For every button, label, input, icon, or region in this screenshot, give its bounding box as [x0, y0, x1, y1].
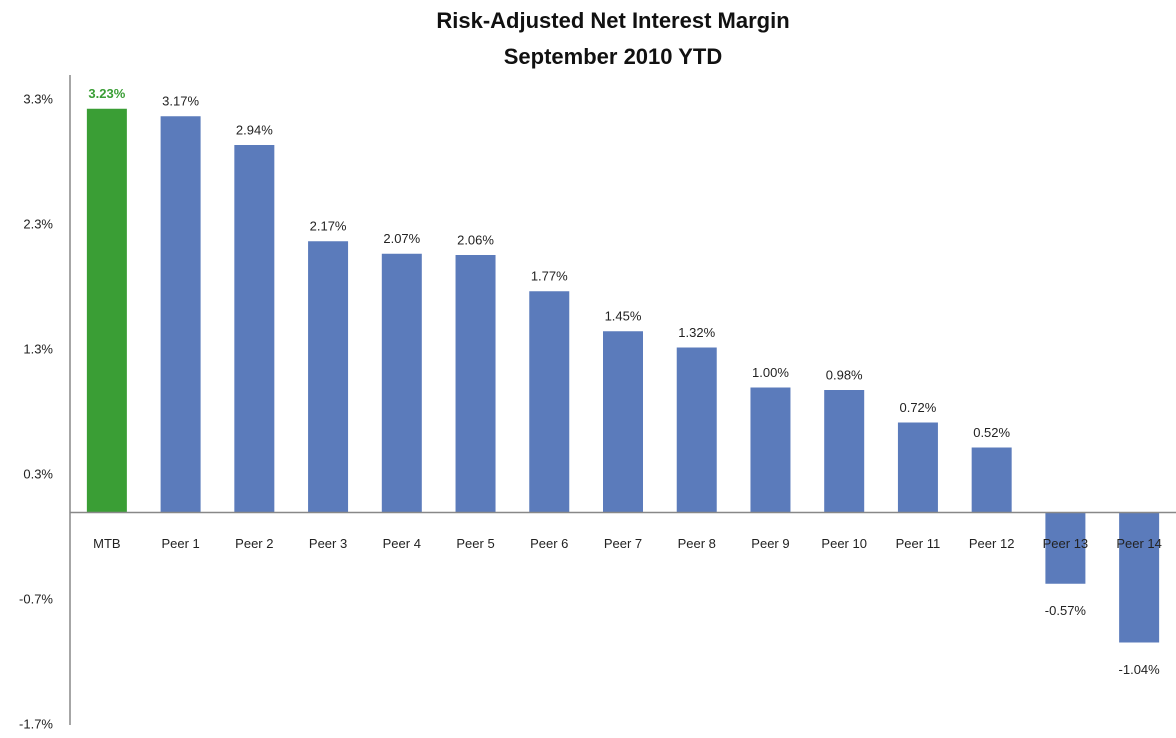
bar: [1119, 512, 1160, 643]
x-tick-label: Peer 13: [1043, 536, 1089, 551]
data-label: 3.17%: [162, 94, 199, 109]
chart-subtitle: September 2010 YTD: [504, 44, 722, 69]
bar: [455, 255, 496, 513]
x-tick-label: Peer 10: [821, 536, 867, 551]
bar: [529, 291, 570, 513]
chart-title: Risk-Adjusted Net Interest Margin: [436, 8, 789, 33]
bar: [381, 253, 422, 513]
x-tick-label: MTB: [93, 536, 120, 551]
bar: [676, 347, 717, 513]
bar: [308, 241, 349, 513]
x-tick-label: Peer 4: [383, 536, 421, 551]
data-label: 1.45%: [605, 309, 642, 324]
data-label: 1.00%: [752, 365, 789, 380]
y-tick-label: -1.7%: [19, 716, 53, 731]
data-label: 1.32%: [678, 325, 715, 340]
x-tick-label: Peer 5: [456, 536, 494, 551]
bar: [86, 108, 127, 513]
y-tick-label: -0.7%: [19, 591, 53, 606]
data-label: 0.72%: [899, 400, 936, 415]
bar: [160, 116, 201, 513]
x-tick-label: Peer 2: [235, 536, 273, 551]
x-tick-label: Peer 6: [530, 536, 568, 551]
bar: [971, 447, 1012, 513]
data-label: 3.23%: [88, 86, 125, 101]
x-tick-label: Peer 9: [751, 536, 789, 551]
x-tick-label: Peer 12: [969, 536, 1015, 551]
x-tick-label: Peer 7: [604, 536, 642, 551]
data-label: 0.52%: [973, 425, 1010, 440]
bar: [1045, 512, 1086, 584]
data-label: 2.17%: [310, 219, 347, 234]
bar: [750, 387, 791, 513]
data-label: 0.98%: [826, 367, 863, 382]
y-tick-label: 1.3%: [23, 341, 53, 356]
x-tick-label: Peer 11: [896, 536, 941, 551]
x-tick-label: Peer 8: [678, 536, 716, 551]
bar: [897, 422, 938, 513]
y-tick-label: 2.3%: [23, 216, 53, 231]
data-label: 1.77%: [531, 269, 568, 284]
y-tick-label: 0.3%: [23, 466, 53, 481]
data-label: -1.04%: [1119, 662, 1161, 677]
bar: [234, 145, 275, 513]
x-tick-label: Peer 14: [1116, 536, 1162, 551]
data-label: -0.57%: [1045, 603, 1087, 618]
x-tick-label: Peer 1: [161, 536, 199, 551]
data-label: 2.07%: [383, 231, 420, 246]
data-label: 2.06%: [457, 232, 494, 247]
bar: [824, 390, 865, 513]
y-tick-label: 3.3%: [23, 91, 53, 106]
x-tick-label: Peer 3: [309, 536, 347, 551]
bar: [603, 331, 643, 513]
data-label: 2.94%: [236, 122, 273, 137]
